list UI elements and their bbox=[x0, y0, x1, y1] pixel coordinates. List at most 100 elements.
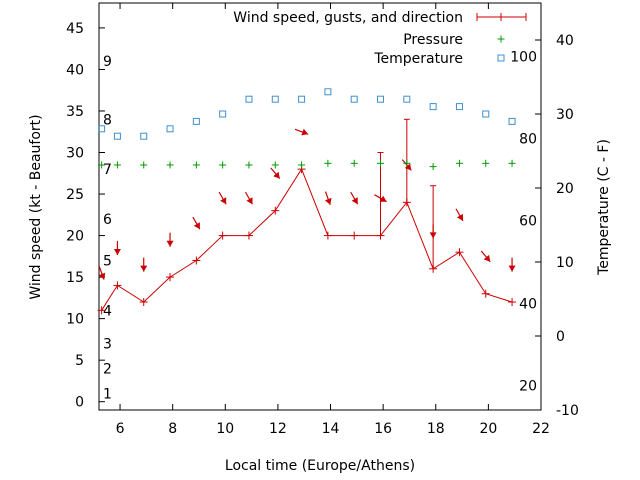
temperature-point bbox=[324, 88, 332, 96]
y-left-tick-label: 15 bbox=[66, 270, 84, 286]
arrow-head bbox=[113, 249, 121, 256]
wind-speed-point bbox=[323, 231, 332, 240]
y-left-tick-label: 40 bbox=[66, 62, 84, 78]
temperature-point bbox=[429, 103, 437, 111]
y-right-tick-label: 0 bbox=[556, 329, 565, 345]
wind-direction-arrow bbox=[374, 194, 387, 203]
beaufort-label: 7 bbox=[103, 162, 112, 178]
pressure-point bbox=[508, 159, 516, 167]
y-axis-right-label: Temperature (C - F) bbox=[596, 139, 612, 276]
wind-speed-point bbox=[166, 273, 175, 282]
pressure-point bbox=[192, 161, 200, 169]
fahrenheit-label: 60 bbox=[519, 214, 537, 230]
y-left-tick-label: 30 bbox=[66, 146, 84, 162]
x-tick-label: 22 bbox=[532, 421, 550, 437]
beaufort-label: 4 bbox=[103, 303, 112, 319]
arrow-head bbox=[508, 265, 516, 272]
fahrenheit-label: 40 bbox=[519, 296, 537, 312]
temperature-point bbox=[98, 125, 106, 133]
arrow-head bbox=[140, 265, 148, 272]
arrow-head bbox=[220, 197, 227, 205]
arrow-head bbox=[273, 171, 280, 179]
wind-direction-arrow bbox=[455, 208, 464, 222]
pressure-point bbox=[98, 161, 106, 169]
y-right-tick-label: -10 bbox=[556, 403, 579, 419]
wind-speed-point bbox=[139, 298, 148, 307]
temperature-point bbox=[166, 125, 174, 133]
fahrenheit-label: 20 bbox=[519, 379, 537, 395]
wind-direction-arrow bbox=[244, 191, 253, 205]
legend-label-pressure: Pressure bbox=[403, 32, 463, 48]
y-left-tick-label: 10 bbox=[66, 312, 84, 328]
y-left-tick-label: 5 bbox=[75, 353, 84, 369]
x-tick-label: 20 bbox=[479, 421, 497, 437]
pressure-point bbox=[113, 161, 121, 169]
pressure-point bbox=[219, 161, 227, 169]
beaufort-label: 5 bbox=[103, 253, 112, 269]
wind-speed-line bbox=[101, 168, 513, 311]
pressure-point bbox=[350, 159, 358, 167]
temperature-point bbox=[482, 110, 490, 118]
y-left-tick-label: 35 bbox=[66, 104, 84, 120]
arrow-head bbox=[246, 197, 253, 205]
y-axis-left-label: Wind speed (kt - Beaufort) bbox=[28, 114, 44, 299]
x-tick-label: 10 bbox=[216, 421, 234, 437]
beaufort-label: 6 bbox=[103, 212, 112, 228]
legend-swatch-temperature bbox=[497, 54, 505, 62]
y-right-tick-label: 40 bbox=[556, 33, 574, 49]
wind-speed-point bbox=[244, 231, 253, 240]
y-left-tick-label: 25 bbox=[66, 187, 84, 203]
beaufort-label: 8 bbox=[103, 112, 112, 128]
pressure-point bbox=[140, 161, 148, 169]
temperature-point bbox=[350, 95, 358, 103]
temperature-point bbox=[298, 95, 306, 103]
temperature-point bbox=[455, 103, 463, 111]
wind-direction-arrow bbox=[480, 250, 491, 263]
temperature-point bbox=[245, 95, 253, 103]
wind-direction-arrow bbox=[508, 257, 516, 272]
arrow-head bbox=[483, 254, 491, 262]
x-tick-label: 6 bbox=[116, 421, 125, 437]
x-tick-label: 14 bbox=[322, 421, 340, 437]
wind-direction-arrow bbox=[429, 224, 437, 239]
wind-speed-point bbox=[192, 256, 201, 265]
wind-direction-arrow bbox=[294, 128, 309, 136]
plot-frame bbox=[98, 2, 542, 411]
pressure-point bbox=[403, 159, 411, 167]
wind-speed-point bbox=[113, 281, 122, 290]
pressure-point bbox=[377, 159, 385, 167]
ticks-layer: 6 8 10 12 14 16 18 20 22051015202530354045-10010… bbox=[66, 3, 579, 437]
arrow-head bbox=[324, 197, 332, 205]
wind-speed-point bbox=[455, 248, 464, 257]
y-left-tick-label: 0 bbox=[75, 395, 84, 411]
arrow-head bbox=[301, 128, 309, 136]
arrow-head bbox=[404, 163, 412, 171]
legend: Wind speed, gusts, and direction Pressure… bbox=[233, 10, 527, 67]
y-left-tick-label: 45 bbox=[66, 21, 84, 37]
temperature-point bbox=[140, 132, 148, 140]
wind-direction-arrow bbox=[218, 191, 227, 205]
arrow-head bbox=[193, 222, 200, 230]
y-right-tick-label: 30 bbox=[556, 107, 574, 123]
temperature-point bbox=[113, 132, 121, 140]
temperature-point bbox=[403, 95, 411, 103]
x-axis-label: Local time (Europe/Athens) bbox=[225, 458, 415, 474]
beaufort-label: 2 bbox=[103, 361, 112, 377]
wind-speed-point bbox=[97, 306, 106, 315]
x-tick-label: 16 bbox=[374, 421, 392, 437]
fahrenheit-label: 100 bbox=[510, 49, 537, 65]
y-right-tick-label: 20 bbox=[556, 181, 574, 197]
pressure-point bbox=[166, 161, 174, 169]
temperature-point bbox=[192, 117, 200, 125]
pressure-point bbox=[298, 161, 306, 169]
pressure-point bbox=[245, 161, 253, 169]
beaufort-label: 9 bbox=[103, 54, 112, 70]
pressure-point bbox=[429, 163, 437, 171]
wind-speed-point bbox=[271, 206, 280, 215]
arrow-head bbox=[98, 272, 106, 280]
wind-direction-arrow bbox=[324, 191, 332, 205]
x-tick-label: 18 bbox=[427, 421, 445, 437]
x-tick-label: 8 bbox=[168, 421, 177, 437]
arrow-head bbox=[351, 197, 358, 205]
